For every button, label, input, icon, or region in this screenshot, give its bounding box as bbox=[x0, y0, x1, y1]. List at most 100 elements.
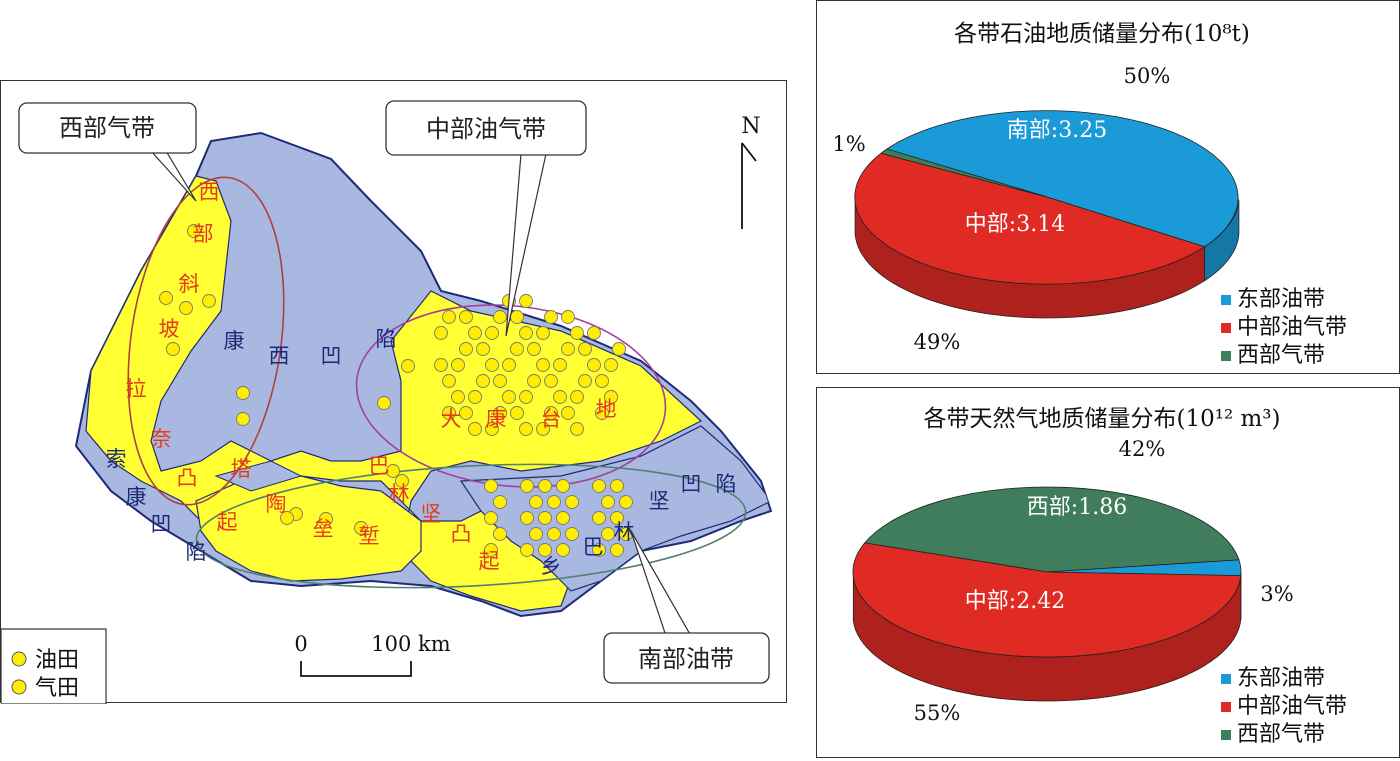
region-label-baliang: 巴 bbox=[369, 454, 390, 478]
legend-swatch bbox=[1221, 295, 1231, 305]
field-dot bbox=[485, 512, 498, 525]
oilfield-legend-symbol bbox=[12, 652, 26, 666]
region-label-suokang: 陷 bbox=[186, 540, 207, 564]
pie-percent-label: 1% bbox=[832, 132, 865, 156]
field-dot bbox=[485, 480, 498, 493]
region-label-aoxian_se: 陷 bbox=[716, 472, 737, 496]
field-dot bbox=[557, 512, 570, 525]
north-arrow: N bbox=[741, 114, 760, 229]
field-dot bbox=[469, 391, 482, 404]
field-dot bbox=[521, 544, 534, 557]
field-dot bbox=[435, 327, 448, 340]
map-panel: 西部斜坡拉奈康西凹陷索康凹陷塔陶垒堑巴林坚凸起乡巴林大康台地坚凹陷凸起 西部气带… bbox=[0, 80, 787, 703]
field-dot bbox=[378, 397, 391, 410]
south-callout-label: 南部油带 bbox=[638, 645, 734, 673]
field-dot bbox=[460, 343, 473, 356]
region-label-kangxi: 西 bbox=[269, 344, 290, 368]
pie-percent-label: 50% bbox=[1124, 64, 1171, 88]
oil-pie-svg: 各带石油地质储量分布(10⁸t) 南部:3.25中部:3.1450%49%1% … bbox=[817, 1, 1399, 373]
gas-pie-title: 各带天然气地质储量分布(10¹² m³) bbox=[924, 406, 1281, 432]
region-label-aoxian_se: 凹 bbox=[681, 472, 702, 496]
field-dot bbox=[443, 375, 456, 388]
pie-percent-label: 55% bbox=[914, 701, 961, 725]
field-dot bbox=[237, 387, 250, 400]
region-label-taotao: 堑 bbox=[359, 524, 380, 548]
scale-distance: 100 km bbox=[371, 632, 450, 656]
region-label-tai: 台 bbox=[541, 407, 562, 431]
field-dot bbox=[593, 512, 606, 525]
region-label-suokang: 索 bbox=[106, 447, 127, 471]
region-label-kangxi: 康 bbox=[224, 329, 245, 353]
field-dot bbox=[443, 311, 456, 324]
pie-percent-label: 3% bbox=[1260, 582, 1293, 606]
region-label-baliang: 坚 bbox=[421, 502, 442, 526]
region-label-tai: 大 bbox=[441, 407, 462, 431]
pie-slice-label: 南部:3.25 bbox=[1007, 118, 1107, 143]
pie-percent-label: 42% bbox=[1119, 437, 1166, 461]
region-label-tai: 康 bbox=[486, 407, 507, 431]
region-label-lainai: 拉 bbox=[126, 377, 147, 401]
field-dot bbox=[571, 423, 584, 436]
region-label-baliang: 起 bbox=[479, 549, 500, 573]
field-dot bbox=[469, 327, 482, 340]
field-dot bbox=[611, 544, 624, 557]
gasfield-legend-symbol bbox=[12, 680, 26, 694]
field-dot bbox=[494, 375, 507, 388]
legend-gasfield: 气田 bbox=[35, 676, 79, 701]
region-label-suokang: 康 bbox=[126, 485, 147, 509]
west-callout: 西部气带 bbox=[19, 103, 196, 201]
field-dot bbox=[521, 480, 534, 493]
field-dot bbox=[180, 302, 193, 315]
field-dot bbox=[477, 375, 490, 388]
region-label-west_slope: 坡 bbox=[159, 317, 180, 341]
field-dot bbox=[503, 391, 516, 404]
region-label-tai: 地 bbox=[596, 397, 617, 421]
field-dot bbox=[548, 496, 561, 509]
region-label-tu: 凸 bbox=[177, 466, 198, 490]
field-dot bbox=[545, 311, 558, 324]
field-dot bbox=[596, 375, 609, 388]
field-dot bbox=[562, 343, 575, 356]
field-dot bbox=[579, 343, 592, 356]
field-dot bbox=[477, 343, 490, 356]
field-dot bbox=[588, 359, 601, 372]
field-dot bbox=[452, 391, 465, 404]
field-dot bbox=[530, 528, 543, 541]
field-dot bbox=[554, 391, 567, 404]
field-dot bbox=[530, 496, 543, 509]
gas-pie-svg: 各带天然气地质储量分布(10¹² m³) 西部:1.86中部:2.4242%3%… bbox=[817, 388, 1399, 757]
field-dot bbox=[579, 375, 592, 388]
field-dot bbox=[539, 512, 552, 525]
field-dot bbox=[593, 480, 606, 493]
region-label-yizhou: 巴 bbox=[583, 535, 604, 559]
field-dot bbox=[539, 480, 552, 493]
field-dot bbox=[460, 311, 473, 324]
field-dot bbox=[486, 327, 499, 340]
region-label-taotao: 垒 bbox=[313, 517, 334, 541]
field-dot bbox=[588, 327, 601, 340]
legend-swatch bbox=[1221, 323, 1231, 333]
field-dot bbox=[435, 359, 448, 372]
field-dot bbox=[237, 413, 250, 426]
scale-zero: 0 bbox=[294, 632, 307, 656]
region-label-kangxi: 陷 bbox=[376, 327, 397, 351]
field-dot bbox=[402, 360, 415, 373]
legend-label: 东部油带 bbox=[1237, 666, 1325, 691]
pie-percent-label: 49% bbox=[914, 330, 961, 354]
central-callout-label: 中部油气带 bbox=[426, 115, 546, 143]
region-label-taotao: 陶 bbox=[266, 492, 287, 516]
region-label-suokang: 凹 bbox=[151, 512, 172, 536]
field-dot bbox=[605, 359, 618, 372]
field-dot bbox=[566, 496, 579, 509]
field-dot bbox=[494, 528, 507, 541]
field-dot bbox=[548, 528, 561, 541]
field-dot bbox=[503, 359, 516, 372]
field-dot bbox=[545, 375, 558, 388]
pie-slice-label: 中部:2.42 bbox=[965, 589, 1065, 614]
field-dot bbox=[537, 327, 550, 340]
field-dot bbox=[494, 311, 507, 324]
